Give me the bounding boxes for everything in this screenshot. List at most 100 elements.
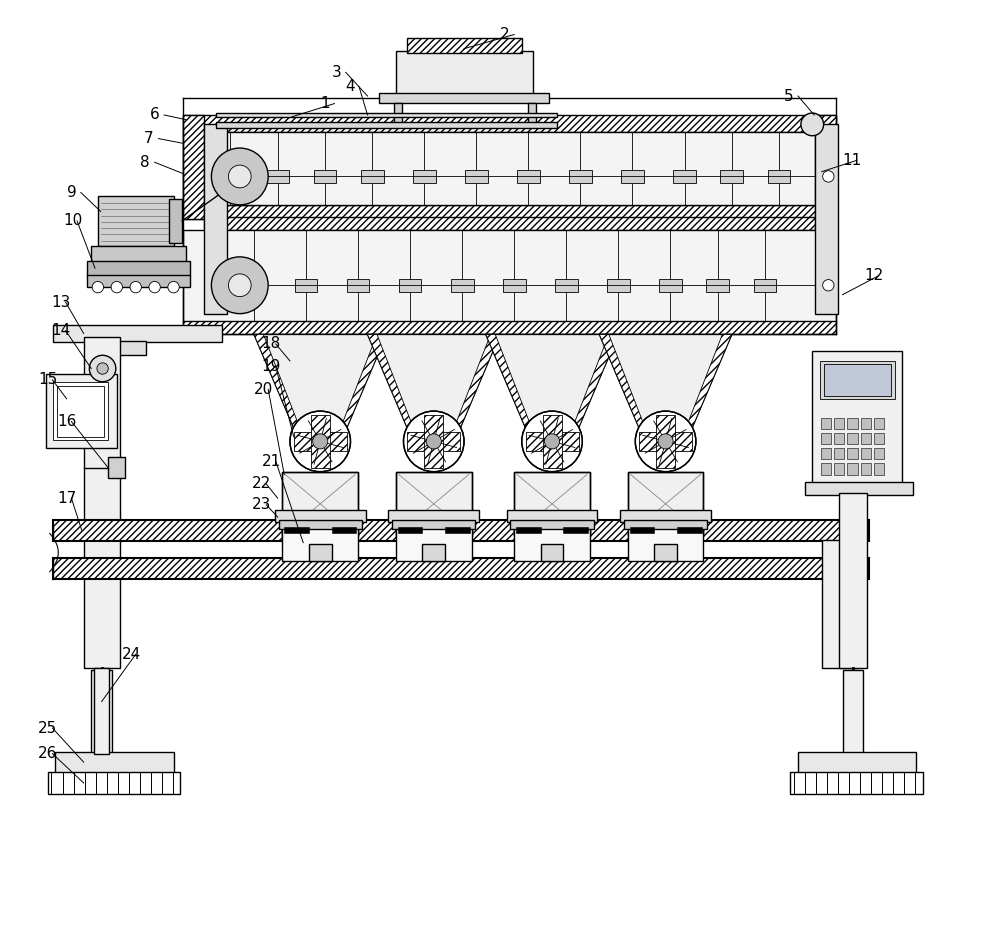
Circle shape [211,148,268,205]
Bar [654,544,677,561]
Polygon shape [567,334,618,441]
Bar [535,536,569,557]
Bar [503,279,526,292]
Bar [183,321,836,334]
Bar [815,115,836,219]
Bar [821,463,831,474]
Bar [861,433,871,444]
Polygon shape [368,334,500,441]
Bar [396,472,472,536]
Bar [299,555,341,559]
Bar [754,279,776,292]
Bar [526,432,579,451]
Bar [216,113,557,117]
Bar [216,121,557,128]
Bar [507,511,597,522]
Text: 1: 1 [320,96,330,111]
Text: 25: 25 [38,720,57,735]
Bar [569,170,592,183]
Bar [84,337,120,668]
Circle shape [92,282,104,293]
Text: 21: 21 [262,454,281,469]
Bar [275,511,366,522]
Bar [314,170,336,183]
Bar [295,279,317,292]
Bar [183,115,836,132]
Polygon shape [486,334,537,441]
Bar [266,170,289,183]
Bar [87,261,190,276]
Bar [413,555,455,559]
Bar [531,555,573,559]
Bar [407,432,460,451]
Bar [555,279,578,292]
Polygon shape [335,334,386,441]
Bar [563,528,588,533]
Bar [656,415,675,468]
Bar [396,472,472,536]
Bar [282,472,358,536]
Bar [93,341,146,355]
Bar [822,540,858,668]
Text: 19: 19 [262,359,281,374]
Bar [861,418,871,429]
Bar [183,231,836,323]
Bar [834,448,844,459]
Bar [87,275,190,288]
Circle shape [823,280,834,291]
Circle shape [228,274,251,297]
Bar [706,279,729,292]
Bar [303,536,337,557]
Bar [861,448,871,459]
Bar [394,102,402,124]
Bar [843,670,863,754]
Text: 3: 3 [332,65,341,80]
Bar [183,205,836,219]
Text: 9: 9 [67,185,76,200]
Text: 6: 6 [150,107,160,122]
Bar [91,670,112,754]
Bar [628,512,703,561]
Bar [46,374,117,448]
Text: 20: 20 [254,381,273,397]
Bar [388,511,479,522]
Bar [55,752,174,772]
Bar [399,279,421,292]
Bar [284,528,309,533]
Bar [294,432,347,451]
Bar [451,279,474,292]
Circle shape [89,355,116,381]
Bar [347,279,369,292]
Text: 17: 17 [57,491,76,506]
Bar [528,102,536,124]
Bar [874,463,884,474]
Bar [361,170,384,183]
Text: 23: 23 [252,497,271,512]
Polygon shape [599,334,732,441]
Bar [413,170,436,183]
Circle shape [211,257,268,313]
Bar [824,363,891,396]
Bar [424,415,443,468]
Circle shape [544,434,560,449]
Circle shape [228,165,251,188]
Bar [821,433,831,444]
Circle shape [313,434,328,449]
Polygon shape [254,334,305,441]
Bar [392,520,475,530]
Bar [204,124,227,313]
Bar [805,482,913,495]
Bar [607,279,630,292]
Bar [874,448,884,459]
Bar [645,555,686,559]
Bar [53,520,869,541]
Bar [465,170,488,183]
Circle shape [403,411,464,472]
Text: 26: 26 [38,746,58,761]
Bar [514,472,590,536]
Bar [812,351,902,484]
Bar [169,199,182,243]
Text: 4: 4 [345,79,354,94]
Circle shape [168,282,179,293]
Polygon shape [599,334,650,441]
